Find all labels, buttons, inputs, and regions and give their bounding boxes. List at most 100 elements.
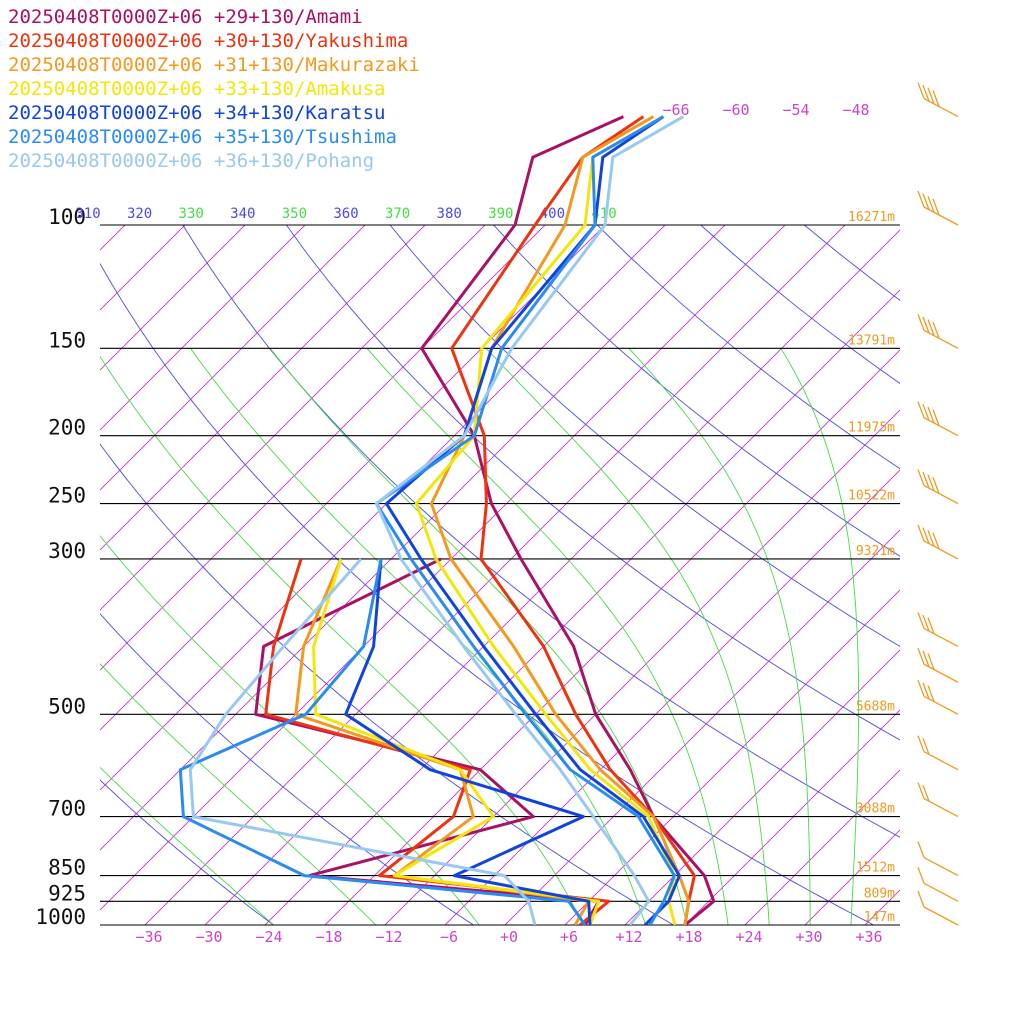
legend: 20250408T0000Z+06 +29+130/Amami 20250408T… [8,6,420,172]
temperature-tick-label: −36 [135,928,162,946]
isotherm-line [324,349,900,925]
pressure-tick-label: 300 [48,539,86,563]
dry-adiabat-line [493,225,900,557]
moist-adiabat-line [190,348,646,925]
moist-adiabat-line [100,766,275,925]
theta-label: 370 [385,206,410,222]
isotherm-line [0,225,5,925]
isotherm-line [100,225,786,911]
pressure-tick-label: 1000 [35,905,86,929]
temperature-tick-label: +36 [855,928,882,946]
height-label: 10522m [848,489,895,504]
isotherm-line [985,225,1024,925]
upper-temperature-label: −48 [842,101,869,119]
isotherm-line [864,889,900,925]
series-7-temperature-line [374,115,685,925]
temperature-tick-label: +30 [795,928,822,946]
dry-adiabat-line [389,225,900,647]
isotherm-line [744,769,900,925]
isotherm-line [504,529,900,925]
isotherm-line [100,225,486,611]
isotherm-line [384,409,900,925]
isotherm-line [204,229,900,925]
wind-barb [917,867,959,902]
moist-adiabat-line [100,355,584,925]
temperature-tick-label: −12 [375,928,402,946]
isotherm-line [100,225,246,371]
temperature-tick-label: −30 [195,928,222,946]
series-5-temperature-line [384,115,681,925]
isotherm-line [100,225,426,551]
isotherm-line [684,709,900,925]
isotherm-line [444,469,900,925]
isotherm-line [264,289,900,925]
wind-barb [917,680,959,715]
wind-barb [917,841,959,877]
theta-label: 390 [488,206,513,222]
wind-barb [917,735,959,771]
height-label: 13791m [848,333,895,348]
theta-label: 350 [282,206,307,222]
series-2-temperature-line [450,115,696,925]
theta-label: 320 [127,206,152,222]
series-3-dewpoint-line [294,558,591,925]
dry-adiabat-line [100,779,275,925]
dry-adiabat-line [182,225,900,838]
wind-barb [917,190,959,226]
height-label: 11975m [848,421,895,436]
upper-temperature-label: −54 [782,101,809,119]
wind-barb [917,314,959,349]
theta-label: 360 [333,206,358,222]
isotherm-line [100,225,666,791]
series-7-dewpoint-line [188,558,537,925]
legend-entry: 20250408T0000Z+06 +36+130/Pohang [8,150,374,172]
upper-temperature-label: −66 [662,101,689,119]
theta-label: 330 [179,206,204,222]
pressure-tick-label: 700 [48,797,86,821]
legend-entry: 20250408T0000Z+06 +33+130/Amakusa [8,78,386,100]
height-label: 16271m [848,210,895,225]
isobars [100,224,900,926]
height-label: 1512m [856,861,895,876]
wind-barbs [917,82,959,926]
isotherm-line [925,225,1024,925]
temperature-tick-label: −24 [255,928,282,946]
legend-entry: 20250408T0000Z+06 +34+130/Karatsu [8,102,386,124]
height-label: 9321m [856,544,895,559]
pressure-tick-label: 250 [48,484,86,508]
moist-adiabat-line [780,348,860,925]
isotherm-line [804,829,900,925]
sounding-profiles [178,115,716,925]
temperature-tick-label: +24 [735,928,762,946]
moist-adiabat-line [100,662,377,925]
series-5-dewpoint-line [344,558,592,925]
pressure-tick-label: 500 [48,694,86,718]
legend-entry: 20250408T0000Z+06 +29+130/Amami [8,6,363,28]
pressure-tick-label: 100 [48,205,86,229]
isotherm-line [100,225,726,851]
height-label: 5688m [856,699,895,714]
wind-barb [917,524,959,560]
wind-barb [917,890,959,926]
series-6-temperature-line [374,115,676,925]
series-1-temperature-line [420,115,716,925]
dry-adiabat-line [700,225,900,385]
wind-barb [917,782,959,818]
legend-entry: 20250408T0000Z+06 +35+130/Tsushima [8,126,397,148]
pressure-tick-label: 925 [48,881,86,905]
dry-adiabat-line [100,262,875,925]
pressure-tick-label: 150 [48,328,86,352]
wind-barb [917,82,959,118]
isotherm-line [100,225,186,311]
moist-adiabat-line [628,347,811,925]
upper-temperature-label: −60 [722,101,749,119]
height-label: 147m [864,910,895,925]
isotherm-line [100,225,366,491]
temperature-tick-label: +6 [560,928,578,946]
theta-label: 310 [75,206,100,222]
temperature-tick-label: −18 [315,928,342,946]
pressure-tick-label: 850 [48,856,86,880]
